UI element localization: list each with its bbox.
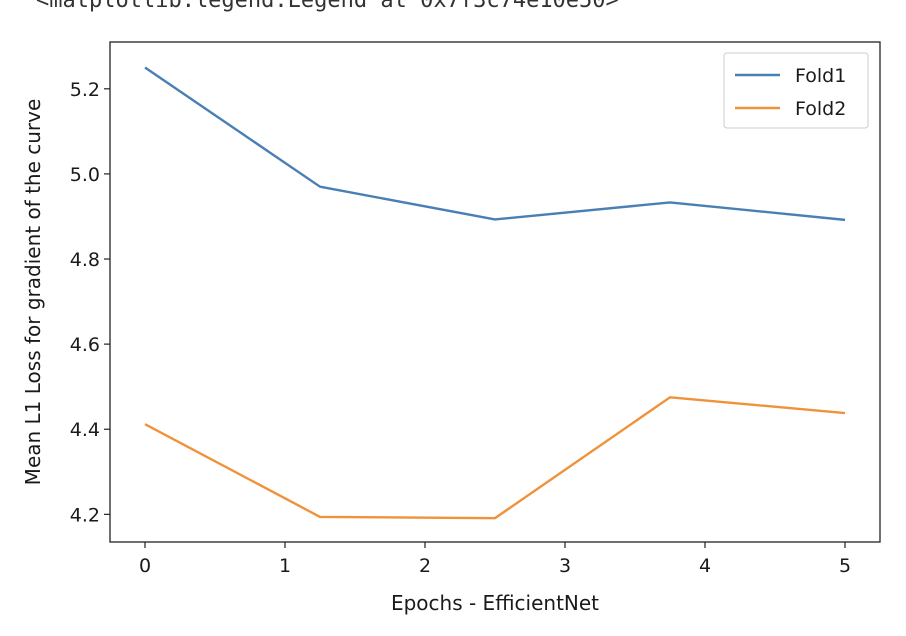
y-tick-label: 4.2 bbox=[70, 504, 100, 526]
y-axis: 4.2 4.4 4.6 4.8 5.0 5.2 bbox=[70, 79, 110, 526]
x-tick-label: 3 bbox=[559, 555, 571, 577]
x-tick-label: 2 bbox=[419, 555, 431, 577]
series-lines bbox=[144, 66, 846, 520]
x-axis-label: Epochs - EfficientNet bbox=[391, 591, 599, 615]
series-line-fold2 bbox=[144, 396, 846, 520]
legend-label-fold2: Fold2 bbox=[795, 98, 846, 120]
y-tick-label: 4.4 bbox=[70, 419, 100, 441]
legend-label-fold1: Fold1 bbox=[795, 65, 846, 87]
y-axis-label: Mean L1 Loss for gradient of the curve bbox=[21, 99, 45, 486]
x-tick-label: 0 bbox=[139, 555, 151, 577]
legend-box bbox=[723, 52, 869, 129]
cell-output-text: <matplotlib.legend.Legend at 0x7f3c74e10… bbox=[36, 0, 619, 13]
y-tick-label: 4.8 bbox=[70, 249, 100, 271]
y-tick-label: 5.2 bbox=[70, 79, 100, 101]
x-tick-label: 1 bbox=[279, 555, 291, 577]
x-axis: 0 1 2 3 4 5 bbox=[139, 542, 851, 577]
y-tick-label: 4.6 bbox=[70, 334, 100, 356]
series-line-fold1 bbox=[144, 66, 846, 222]
y-tick-label: 5.0 bbox=[70, 164, 100, 186]
legend: Fold1 Fold2 bbox=[723, 52, 869, 129]
x-tick-label: 5 bbox=[839, 555, 851, 577]
x-tick-label: 4 bbox=[699, 555, 711, 577]
